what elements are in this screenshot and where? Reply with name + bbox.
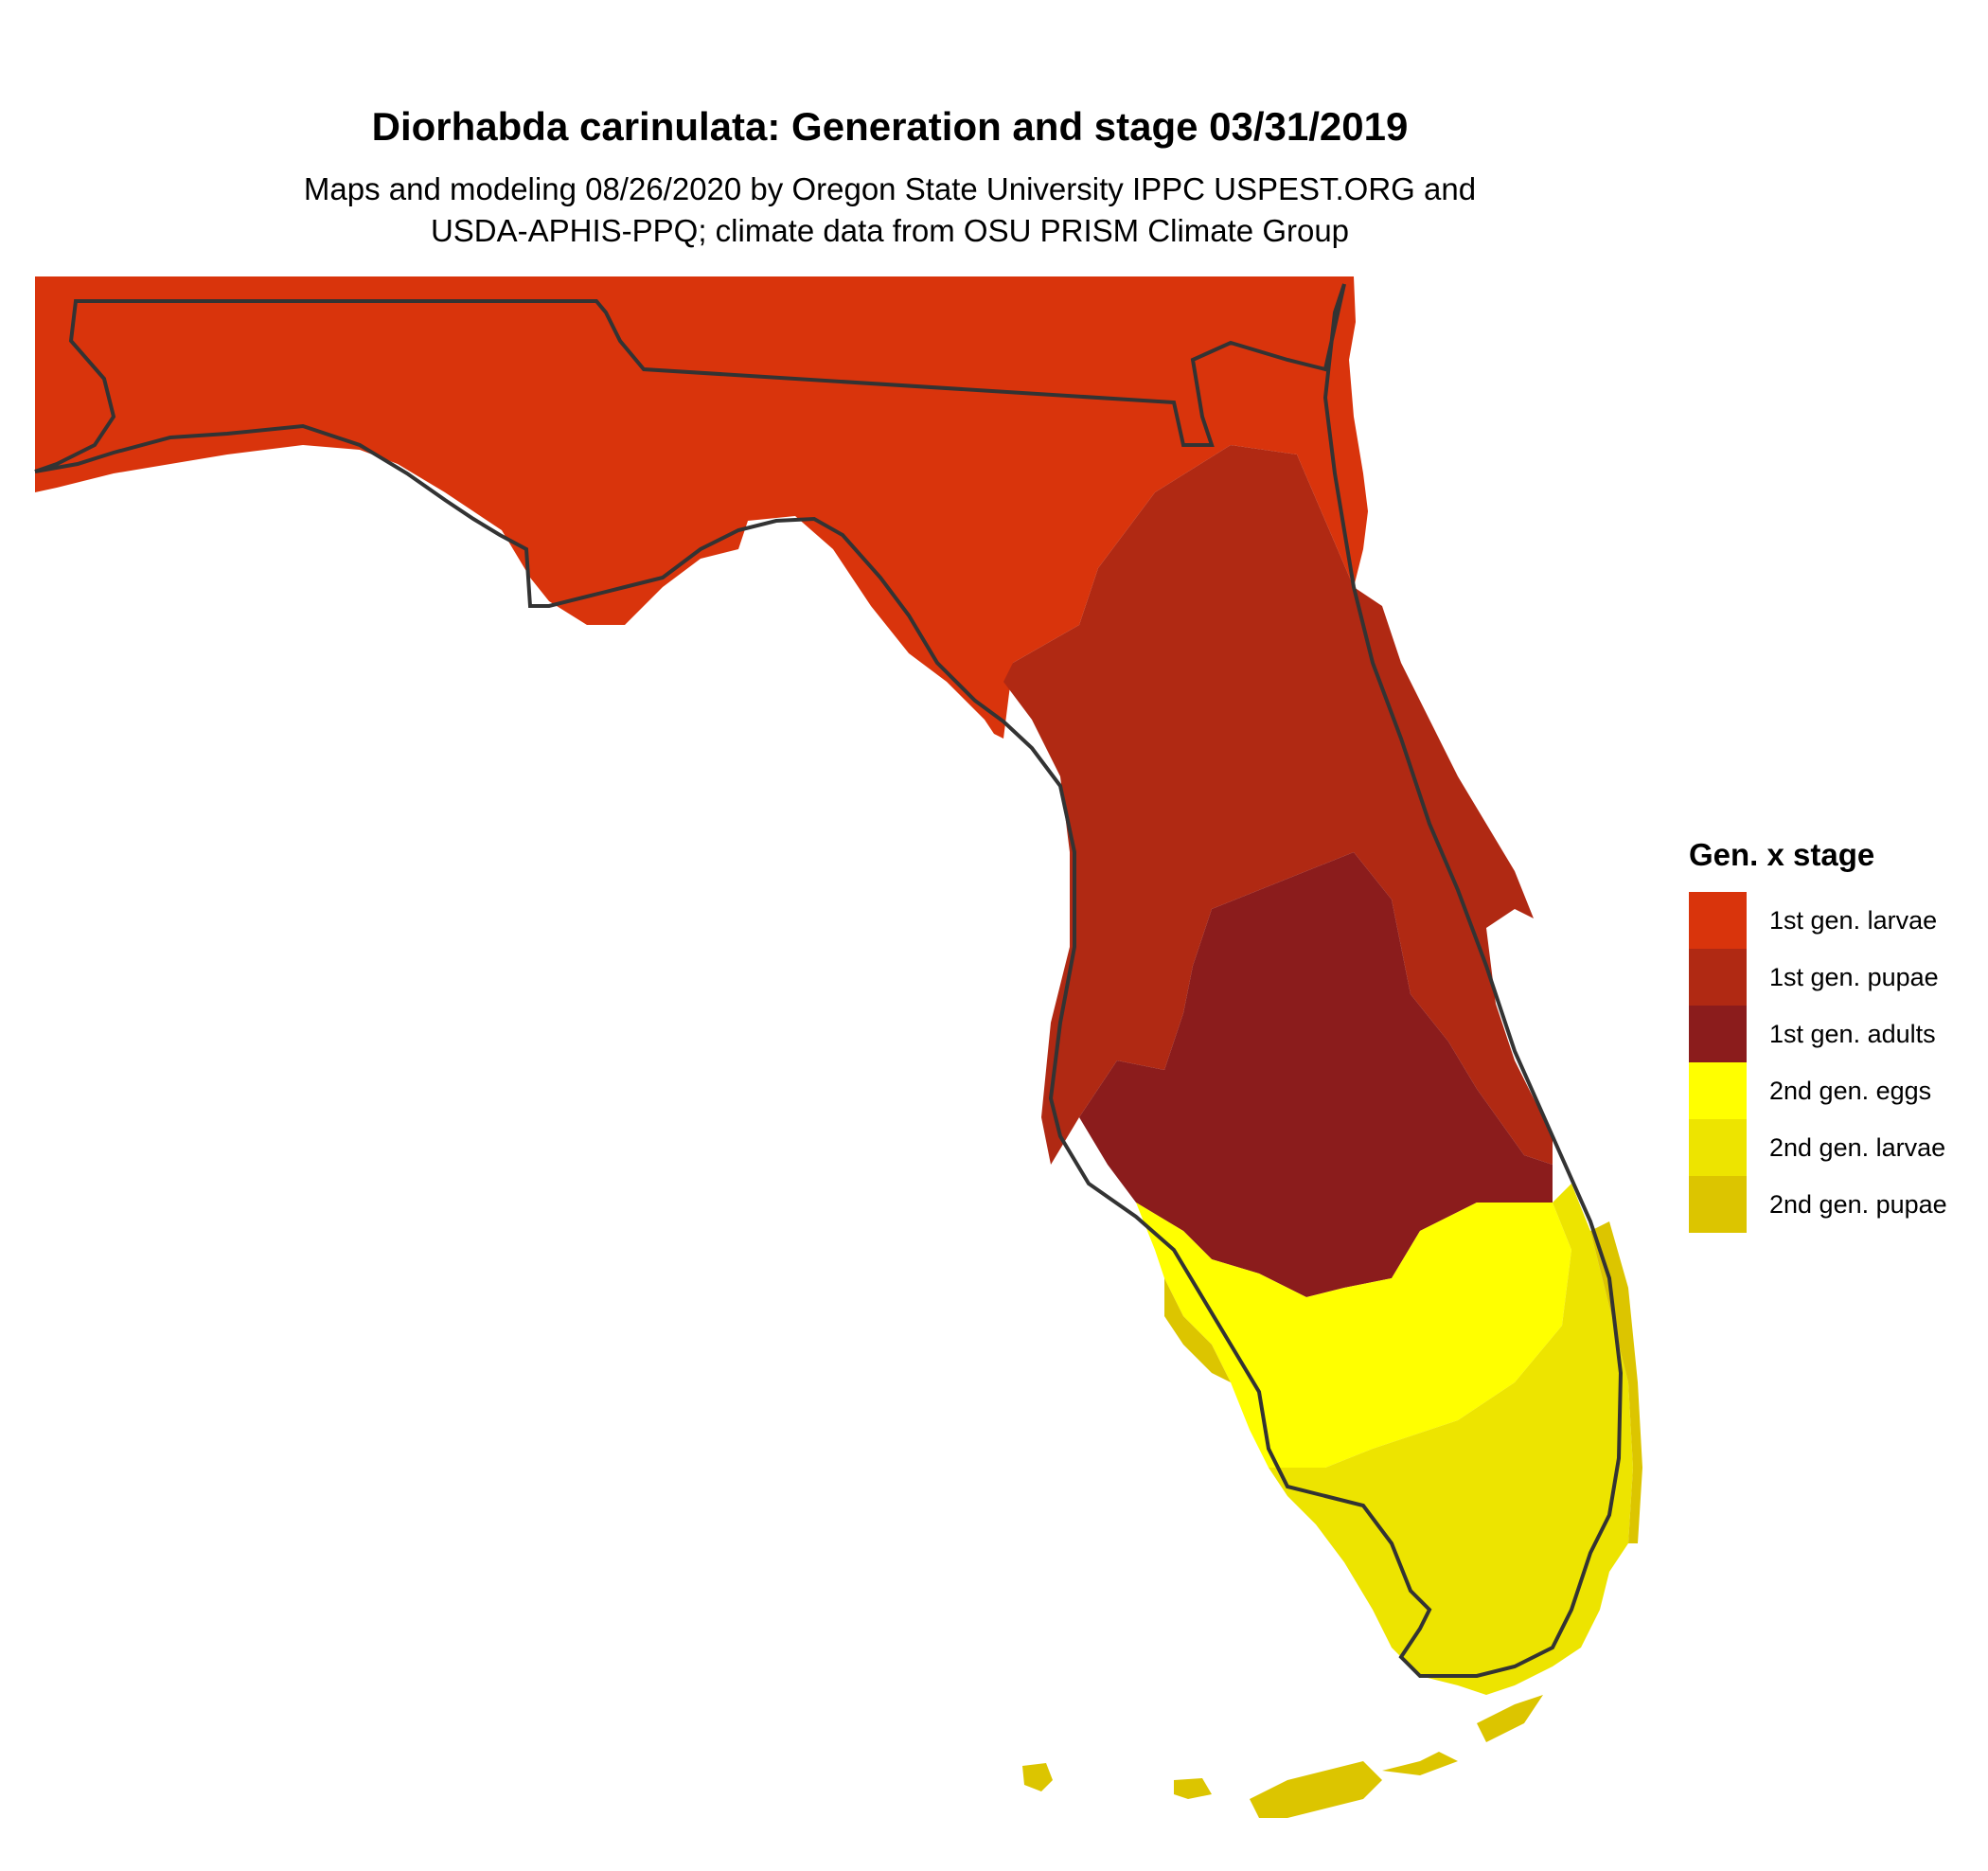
legend-swatch <box>1689 949 1747 1006</box>
legend-item: 1st gen. pupae <box>1689 949 1947 1006</box>
legend-label: 1st gen. adults <box>1769 1019 1936 1048</box>
legend-swatch <box>1689 1006 1747 1062</box>
legend-swatch <box>1689 1119 1747 1176</box>
legend-item: 2nd gen. eggs <box>1689 1062 1947 1119</box>
legend-item: 2nd gen. larvae <box>1689 1119 1947 1176</box>
legend-label: 2nd gen. larvae <box>1769 1132 1946 1162</box>
zone-2nd-gen-larvae <box>1269 1184 1633 1695</box>
subtitle-line-2: USDA-APHIS-PPQ; climate data from OSU PR… <box>430 213 1350 248</box>
legend-title: Gen. x stage <box>1689 837 1875 872</box>
legend-label: 2nd gen. pupae <box>1769 1189 1947 1219</box>
legend-swatch <box>1689 1062 1747 1119</box>
legend-label: 1st gen. pupae <box>1769 962 1939 991</box>
legend-label: 2nd gen. eggs <box>1769 1076 1932 1105</box>
subtitle-line-1: Maps and modeling 08/26/2020 by Oregon S… <box>303 171 1477 206</box>
legend-swatch <box>1689 1176 1747 1233</box>
map-subtitle: Maps and modeling 08/26/2020 by Oregon S… <box>0 169 1780 252</box>
legend: Gen. x stage 1st gen. larvae 1st gen. pu… <box>1689 837 1947 1233</box>
zone-2nd-gen-eggs <box>1136 1203 1571 1468</box>
legend-item: 1st gen. adults <box>1689 1006 1947 1062</box>
map-title: Diorhabda carinulata: Generation and sta… <box>371 104 1409 149</box>
legend-item: 2nd gen. pupae <box>1689 1176 1947 1233</box>
zone-1st-gen-adults <box>1079 852 1553 1297</box>
state-outline <box>34 283 1624 1678</box>
legend-swatch <box>1689 892 1747 949</box>
legend-label: 1st gen. larvae <box>1769 905 1938 935</box>
legend-item: 1st gen. larvae <box>1689 892 1947 949</box>
zone-1st-gen-pupae <box>1003 445 1553 1165</box>
